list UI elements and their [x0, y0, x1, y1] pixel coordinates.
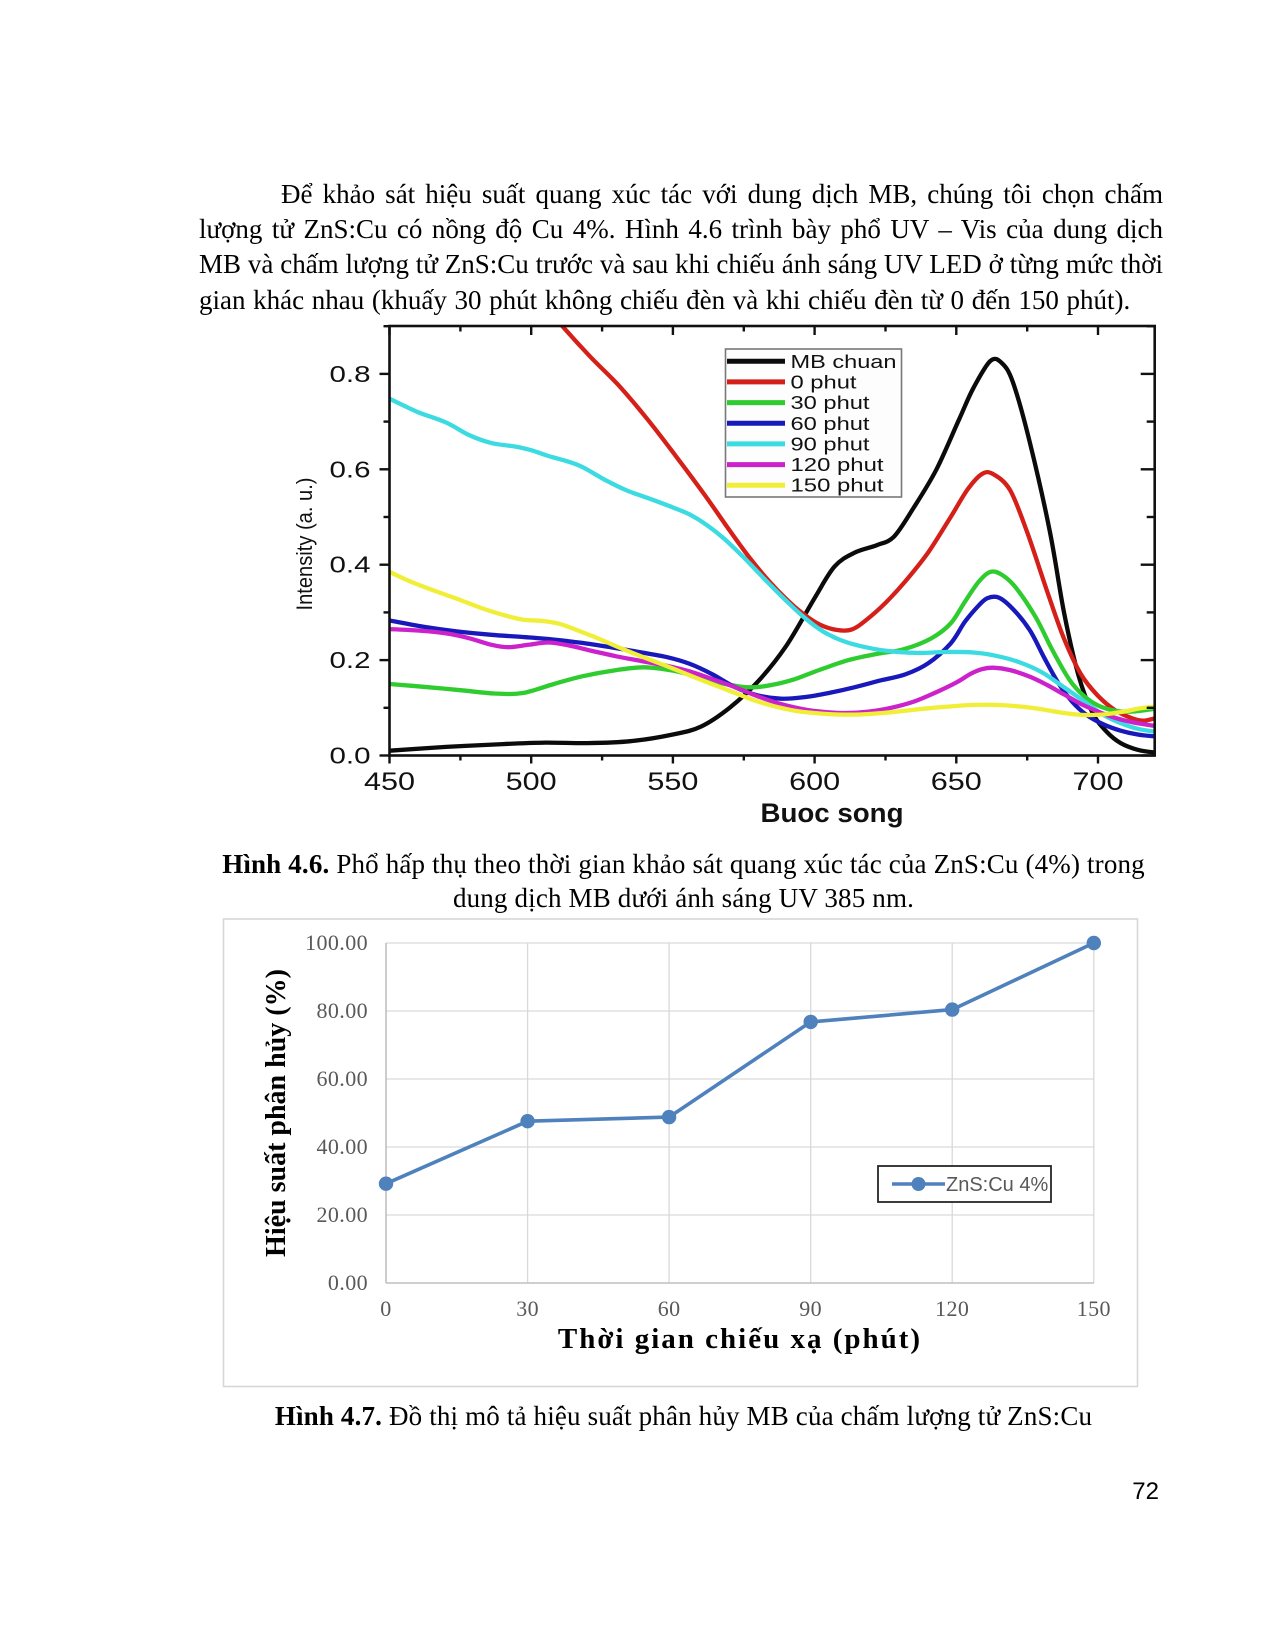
svg-text:0.8: 0.8: [330, 361, 371, 387]
svg-text:0.00: 0.00: [328, 1270, 368, 1295]
svg-text:MB chuan: MB chuan: [791, 352, 897, 372]
svg-text:30: 30: [516, 1296, 539, 1321]
svg-text:500: 500: [506, 768, 557, 796]
svg-text:650: 650: [931, 768, 982, 796]
svg-text:90 phut: 90 phut: [791, 434, 870, 454]
svg-text:150 phut: 150 phut: [791, 476, 884, 496]
svg-text:20.00: 20.00: [317, 1202, 369, 1227]
svg-text:ZnS:Cu 4%: ZnS:Cu 4%: [946, 1174, 1048, 1196]
svg-text:0.4: 0.4: [330, 552, 371, 578]
svg-text:Intensity (a. u.): Intensity (a. u.): [292, 478, 317, 611]
svg-text:0: 0: [380, 1296, 391, 1321]
svg-text:60 phut: 60 phut: [791, 414, 870, 434]
svg-text:700: 700: [1073, 768, 1124, 796]
svg-text:Buoc song: Buoc song: [761, 798, 904, 828]
svg-text:60: 60: [658, 1296, 681, 1321]
svg-text:0.2: 0.2: [330, 647, 371, 673]
svg-text:120: 120: [935, 1296, 969, 1321]
svg-text:Hiệu suất phân hủy (%): Hiệu suất phân hủy (%): [261, 969, 292, 1257]
svg-text:550: 550: [647, 768, 698, 796]
svg-text:0 phut: 0 phut: [791, 372, 857, 392]
svg-text:150: 150: [1077, 1296, 1111, 1321]
svg-text:450: 450: [364, 768, 415, 796]
svg-text:40.00: 40.00: [317, 1134, 369, 1159]
svg-text:30 phut: 30 phut: [791, 393, 870, 413]
svg-text:Thời gian chiếu xạ (phút): Thời gian chiếu xạ (phút): [558, 1323, 922, 1355]
svg-text:60.00: 60.00: [317, 1066, 369, 1091]
svg-text:600: 600: [789, 768, 840, 796]
svg-text:100.00: 100.00: [305, 930, 368, 955]
svg-text:90: 90: [799, 1296, 822, 1321]
svg-text:0.6: 0.6: [330, 456, 371, 482]
svg-text:0.0: 0.0: [330, 743, 371, 769]
svg-text:80.00: 80.00: [317, 998, 369, 1023]
svg-text:120 phut: 120 phut: [791, 455, 884, 475]
